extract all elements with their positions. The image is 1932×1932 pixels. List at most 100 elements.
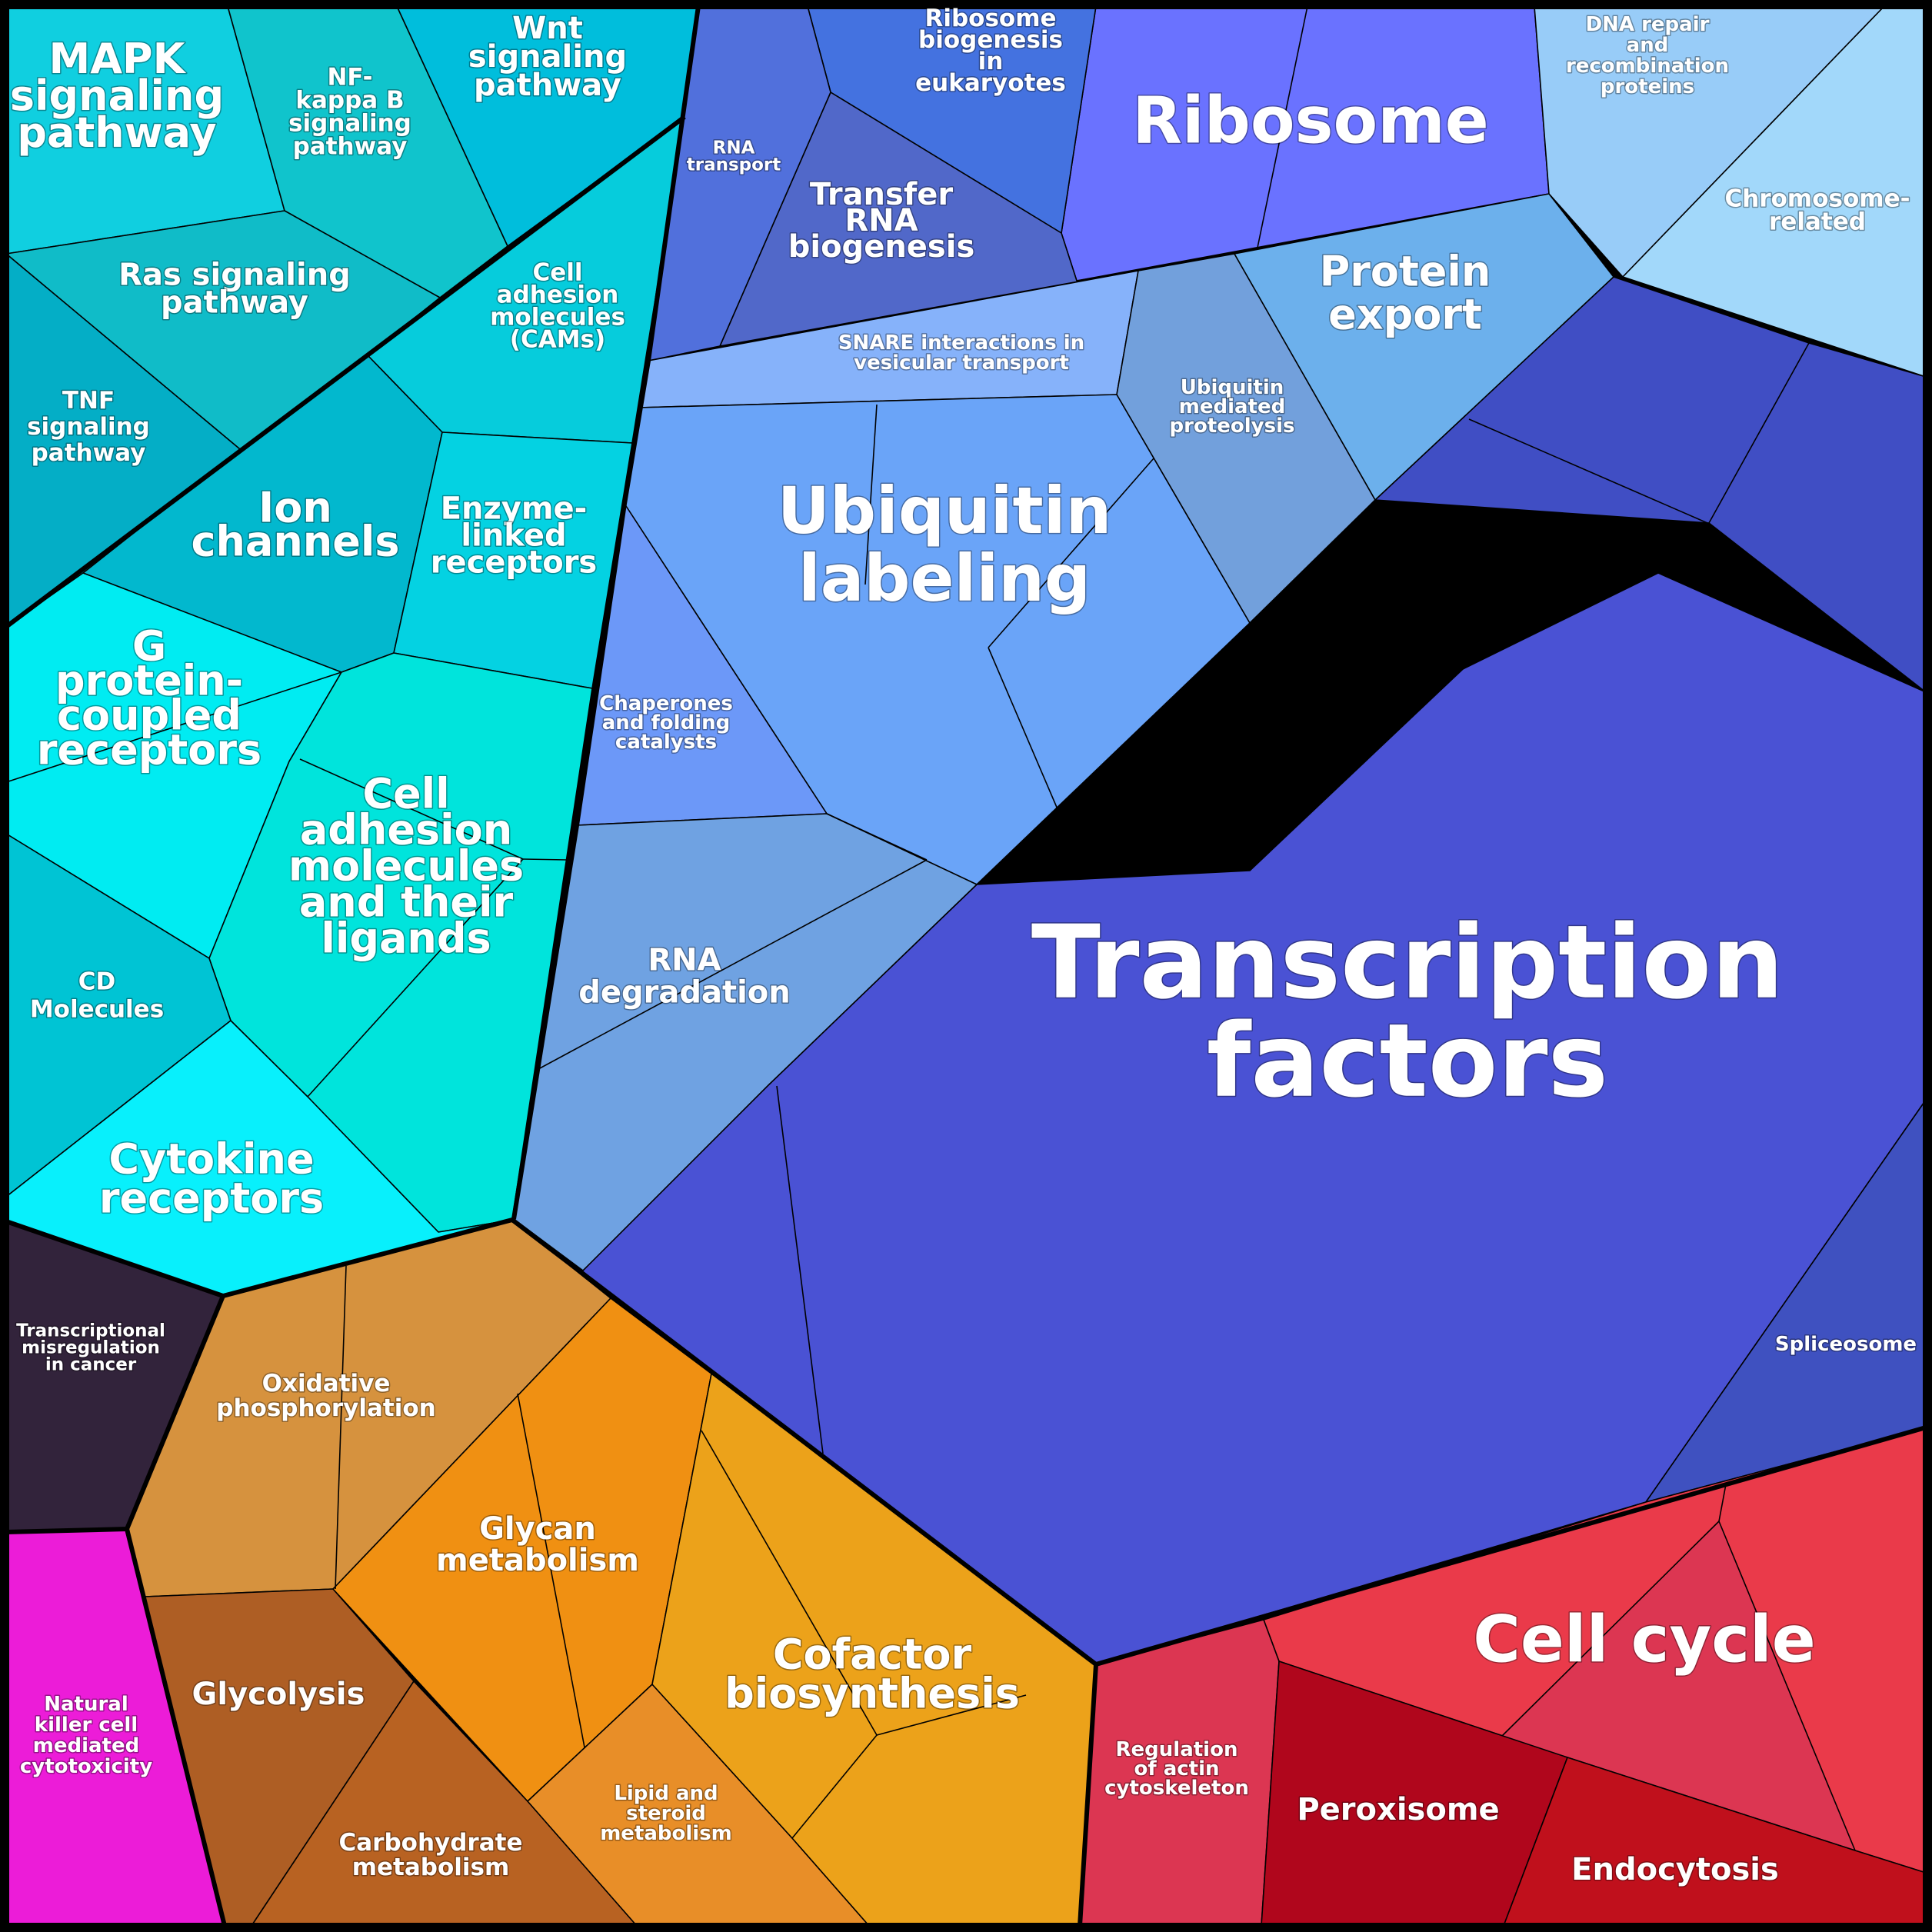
label-ion-channels-line: Ion — [258, 483, 332, 531]
cell-divider — [988, 647, 1058, 810]
label-cam-ligands-line: ligands — [321, 914, 491, 962]
label-cell-cycle-line: Cell cycle — [1473, 1601, 1816, 1677]
cell-divider — [988, 458, 1154, 648]
label-oxidative-phosphorylation: Oxidative phosphorylation — [216, 1370, 435, 1422]
label-dna-repair-line: and — [1627, 34, 1669, 57]
cell-divider — [776, 1085, 824, 1454]
label-mapk-line: pathway — [17, 108, 216, 157]
label-chaperones: Chaperones and folding catalysts — [599, 692, 733, 754]
label-ribosome-biogenesis-line: biogenesis — [918, 26, 1063, 54]
label-ubiquitin-labeling: Ubiquitin labeling — [778, 473, 1112, 616]
label-cam-ligands-line: Cell — [362, 769, 449, 818]
label-misregulation-line: in cancer — [45, 1355, 137, 1375]
group-border — [5, 115, 686, 629]
label-nfkb-line: kappa B — [295, 87, 404, 115]
label-ubiquitin-proteolysis-line: mediated — [1179, 395, 1285, 418]
label-ras: Ras signaling pathway — [118, 258, 351, 321]
label-cd-molecules-line: Molecules — [30, 996, 164, 1024]
label-rna-degradation: RNA degradation — [578, 943, 791, 1011]
label-glycan-metabolism: Glycan metabolism — [436, 1511, 639, 1578]
label-mapk-line: signaling — [10, 72, 224, 120]
label-gpcr-line: G — [132, 621, 166, 670]
cell-divider — [1708, 342, 1810, 524]
label-rna-transport-line: RNA — [713, 138, 755, 158]
label-misregulation-line: Transcriptional — [16, 1321, 165, 1341]
label-tnf-line: TNF — [62, 387, 115, 415]
label-transcription-factors-line: Transcription — [1031, 904, 1784, 1022]
label-cofactor-biosynthesis: Cofactor biosynthesis — [724, 1630, 1020, 1717]
label-ubiquitin-proteolysis-line: proteolysis — [1170, 415, 1295, 438]
label-carbohydrate-metabolism: Carbohydrate metabolism — [339, 1829, 523, 1881]
label-snare: SNARE interactions in vesicular transport — [838, 331, 1084, 375]
cell-divider — [1257, 5, 1308, 248]
label-cofactor-biosynthesis-line: biosynthesis — [724, 1669, 1020, 1717]
label-rna-transport-line: transport — [687, 155, 781, 175]
group-border — [511, 5, 701, 1220]
cell-divider — [876, 1694, 1027, 1736]
cell-divider — [1718, 1484, 1727, 1522]
label-endocytosis-line: Endocytosis — [1571, 1852, 1779, 1887]
label-cam-ligands-line: molecules — [288, 841, 524, 890]
label-wnt-line: Wnt — [512, 11, 583, 46]
label-glycan-metabolism-line: Glycan — [479, 1511, 596, 1547]
label-cams-line: (CAMs) — [510, 326, 605, 354]
cell-divider — [538, 859, 928, 1070]
cell-divider — [1468, 418, 1708, 524]
label-trna-biogenesis: Transfer RNA biogenesis — [788, 177, 975, 265]
label-misregulation: Transcriptional misregulation in cancer — [16, 1321, 165, 1375]
label-ribosome-biogenesis-line: in — [978, 48, 1004, 75]
label-peroxisome-line: Peroxisome — [1297, 1792, 1499, 1827]
label-wnt-line: signaling — [468, 39, 627, 75]
label-nfkb-line: pathway — [293, 133, 408, 161]
label-ribosome-line: Ribosome — [1132, 82, 1489, 158]
cell-ubiquitin-proteolysis[interactable] — [1116, 253, 1376, 624]
label-glycolysis-line: Glycolysis — [192, 1677, 365, 1712]
label-ribosome-biogenesis: Ribosome biogenesis in eukaryotes — [915, 5, 1066, 97]
label-dna-repair-line: recombination — [1566, 55, 1729, 78]
label-wnt: Wnt signaling pathway — [468, 11, 627, 103]
label-nfkb-line: signaling — [288, 110, 411, 138]
label-transcription-factors-line: factors — [1207, 1002, 1608, 1121]
label-enzyme-receptors-line: receptors — [431, 545, 597, 580]
label-cam-ligands-line: adhesion — [300, 805, 512, 854]
label-protein-export-line: Protein — [1320, 248, 1491, 296]
label-chaperones-line: and folding — [602, 711, 730, 734]
label-ribosome: Ribosome — [1132, 82, 1489, 158]
cell-divider — [791, 1734, 878, 1839]
label-cd-molecules: CD Molecules — [30, 968, 164, 1024]
label-gpcr-line: coupled — [57, 691, 242, 739]
label-chaperones-line: catalysts — [615, 731, 717, 754]
cell-protein-export[interactable] — [1234, 193, 1614, 501]
label-dna-repair: DNA repair and recombination proteins — [1566, 13, 1729, 98]
label-enzyme-receptors-line: Enzyme- — [441, 491, 588, 526]
label-tnf-line: pathway — [32, 439, 146, 467]
label-protein-export: Protein export — [1320, 248, 1491, 339]
group-border — [1078, 1664, 1098, 1927]
label-ribosome-biogenesis-line: eukaryotes — [915, 69, 1066, 97]
label-gpcr-line: protein- — [55, 656, 243, 705]
label-chromosome-related-line: related — [1769, 208, 1866, 236]
label-tnf-line: signaling — [27, 413, 150, 441]
label-cofactor-biosynthesis-line: Cofactor — [773, 1630, 972, 1678]
cell-divider — [701, 1430, 878, 1736]
label-mapk: MAPK signaling pathway — [10, 35, 224, 157]
label-protein-export-line: export — [1328, 291, 1482, 339]
label-peroxisome: Peroxisome — [1297, 1792, 1499, 1827]
label-lipid-metabolism: Lipid and steroid metabolism — [600, 1782, 732, 1845]
label-nk-cell-line: killer cell — [35, 1714, 138, 1737]
label-cd-molecules-line: CD — [78, 968, 115, 996]
label-ubiquitin-proteolysis-line: Ubiquitin — [1181, 376, 1284, 399]
label-glycolysis: Glycolysis — [192, 1677, 365, 1712]
label-lipid-metabolism-line: metabolism — [600, 1822, 732, 1845]
label-cytokine-line: Cytokine — [108, 1134, 314, 1183]
label-rna-transport: RNA transport — [687, 138, 781, 175]
label-chromosome-related: Chromosome-related — [1725, 185, 1910, 236]
label-cams-line: adhesion — [497, 281, 619, 309]
label-rna-degradation-line: RNA — [648, 943, 721, 978]
label-snare-line: SNARE interactions in — [838, 331, 1084, 355]
label-ras-line: pathway — [161, 285, 308, 321]
label-rna-degradation-line: degradation — [578, 975, 791, 1011]
